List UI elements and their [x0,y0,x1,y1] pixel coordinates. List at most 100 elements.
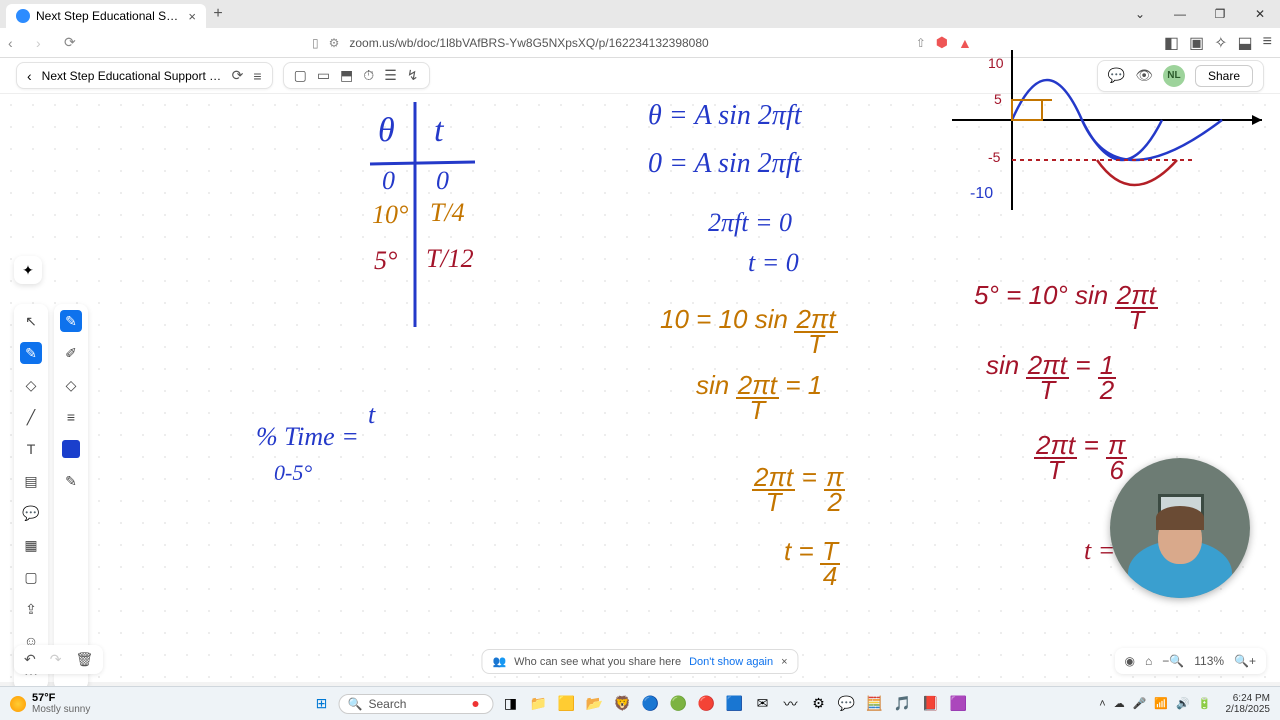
share-url-icon[interactable]: ⇧ [916,36,926,50]
minimize-icon[interactable]: — [1160,0,1200,28]
ai-assist-icon[interactable]: ✦ [14,256,42,284]
doc-title-pill: ‹ Next Step Educational Support Services… [16,62,273,89]
browser-tab[interactable]: Next Step Educational Support × [6,4,206,28]
start-icon[interactable]: ⊞ [311,693,333,715]
reload-icon[interactable]: ⟳ [64,34,80,51]
pct-time-sub: 0-5° [274,460,312,486]
tray-chevron-icon[interactable]: ˄ [1099,698,1105,710]
redo-icon[interactable]: ↷ [50,651,62,668]
bookmark-icon[interactable]: ▯ [312,36,319,50]
tab-close-icon[interactable]: × [188,9,196,24]
mic-icon[interactable]: 🎤 [1133,697,1147,710]
zoom-icon[interactable]: 🟦 [723,693,745,715]
doc-menu-icon[interactable]: ≡ [253,68,261,84]
zoom-level[interactable]: 113% [1194,654,1224,668]
back-icon[interactable]: ‹ [27,68,32,84]
brave-icon[interactable]: 🦁 [611,693,633,715]
sticky-tool-icon[interactable]: ▤ [20,470,42,492]
discord-icon[interactable]: 💬 [835,693,857,715]
svg-text:5: 5 [994,91,1002,107]
browser-titlebar: Next Step Educational Support × + ⌄ — ❐ … [0,0,1280,28]
edge-icon[interactable]: 🔵 [639,693,661,715]
zoom-panel: ◉ ⌂ −🔍 113% 🔍+ [1115,648,1266,674]
chevron-down-icon[interactable]: ⌄ [1120,0,1160,28]
undo-icon[interactable]: ↶ [24,651,36,668]
more-tools-icon[interactable]: ↯ [407,67,419,84]
vote-icon[interactable]: ☰ [384,67,397,84]
wifi-icon[interactable]: 📶 [1154,697,1168,710]
eyedropper-icon[interactable]: ✎ [60,470,82,492]
system-tray: ˄ ☁ 🎤 📶 🔊 🔋 6:24 PM 2/18/2025 [1099,693,1270,715]
select-tool-icon[interactable]: ↖ [20,310,42,332]
volume-icon[interactable]: 🔊 [1176,697,1190,710]
clock-date: 2/18/2025 [1226,704,1271,715]
taskbar-search[interactable]: 🔍 Search [339,694,494,714]
eraser-icon[interactable]: ◇ [60,374,82,396]
doc-title[interactable]: Next Step Educational Support Services L… [42,69,222,83]
highlighter-icon[interactable]: ✐ [60,342,82,364]
taskbar-center: ⊞ 🔍 Search ◨ 📁 🟨 📂 🦁 🔵 🟢 🔴 🟦 ✉ 〰 ⚙ 💬 🧮 🎵… [311,693,970,715]
comment-tool-icon[interactable]: 💬 [20,502,42,524]
notice-close-icon[interactable]: × [781,656,787,668]
music-icon[interactable]: 🎵 [891,693,913,715]
close-icon[interactable]: ✕ [1240,0,1280,28]
app-folder2-icon[interactable]: 📂 [583,693,605,715]
taskview-icon[interactable]: ◨ [499,693,521,715]
calculator-icon[interactable]: 🧮 [863,693,885,715]
timer-icon[interactable]: ⏱ [363,67,374,84]
new-tab-button[interactable]: + [206,0,230,28]
app-wave-icon[interactable]: 〰 [779,693,801,715]
line-tool-icon[interactable]: ╱ [20,406,42,428]
explorer-icon[interactable]: 📁 [527,693,549,715]
opera-icon[interactable]: 🔴 [695,693,717,715]
minimap-icon[interactable]: ◉ [1125,654,1135,668]
brave-shield-icon[interactable]: ⬢ [936,34,948,51]
text-tool-icon[interactable]: T [20,438,42,460]
fit-icon[interactable]: ⌂ [1145,654,1152,668]
clock[interactable]: 6:24 PM 2/18/2025 [1226,693,1271,715]
stroke-width-icon[interactable]: ≡ [60,406,82,428]
clock-time: 6:24 PM [1226,693,1271,704]
battery-icon[interactable]: 🔋 [1198,697,1212,710]
pen-variant-icon[interactable]: ✎ [60,310,82,332]
shape-tool-icon[interactable]: ◇ [20,374,42,396]
refresh-doc-icon[interactable]: ⟳ [232,67,244,84]
brave-rewards-icon[interactable]: ▲ [958,35,972,51]
nav-back-icon[interactable]: ‹ [8,35,24,51]
app-purple-icon[interactable]: 🟪 [947,693,969,715]
app-yellow-icon[interactable]: 🟨 [555,693,577,715]
pen-tool-icon[interactable]: ✎ [20,342,42,364]
site-settings-icon[interactable]: ⚙ [329,36,340,50]
zoom-out-icon[interactable]: −🔍 [1162,654,1184,668]
visibility-notice: 👥 Who can see what you share here Don't … [481,649,798,674]
svg-text:10: 10 [988,55,1004,71]
table-r2-theta: 5° [374,246,397,276]
present-icon[interactable]: ▭ [317,67,330,84]
weather-temp: 57°F [32,692,90,704]
frames-icon[interactable]: ▢ [294,67,307,84]
app-mail-icon[interactable]: ✉ [751,693,773,715]
url-text[interactable]: zoom.us/wb/doc/1l8bVAfBRS-Yw8G5NXpsXQ/p/… [349,36,708,50]
table-r1-theta: 10° [372,200,408,230]
image-tool-icon[interactable]: ▢ [20,566,42,588]
window-controls: ⌄ — ❐ ✕ [1120,0,1280,28]
presenter-webcam[interactable] [1110,458,1250,598]
steam-icon[interactable]: ⚙ [807,693,829,715]
notice-dismiss-link[interactable]: Don't show again [689,656,773,668]
onedrive-icon[interactable]: ☁ [1114,697,1125,710]
trash-icon[interactable]: 🗑 [75,651,93,668]
eq-red-2: sin 2πtT = 12 [986,350,1116,403]
upload-tool-icon[interactable]: ⇪ [20,598,42,620]
frame-tool-icon[interactable]: ▦ [20,534,42,556]
whiteboard-canvas[interactable]: ✦ ↖ ✎ ◇ ╱ T ▤ 💬 ▦ ▢ ⇪ ☺ ⋯ ✎ ✐ ◇ ≡ ✎ θ t [0,94,1280,682]
weather-widget[interactable]: 57°F Mostly sunny [10,692,90,715]
maximize-icon[interactable]: ❐ [1200,0,1240,28]
fill-color-icon[interactable] [60,438,82,460]
eq-theta-2: 0 = A sin 2πft [648,148,801,180]
chrome-icon[interactable]: 🟢 [667,693,689,715]
search-placeholder: Search [368,697,406,711]
export-icon[interactable]: ⬒ [340,67,353,84]
zoom-in-icon[interactable]: 🔍+ [1234,654,1256,668]
acrobat-icon[interactable]: 📕 [919,693,941,715]
nav-forward-icon[interactable]: › [36,35,52,51]
